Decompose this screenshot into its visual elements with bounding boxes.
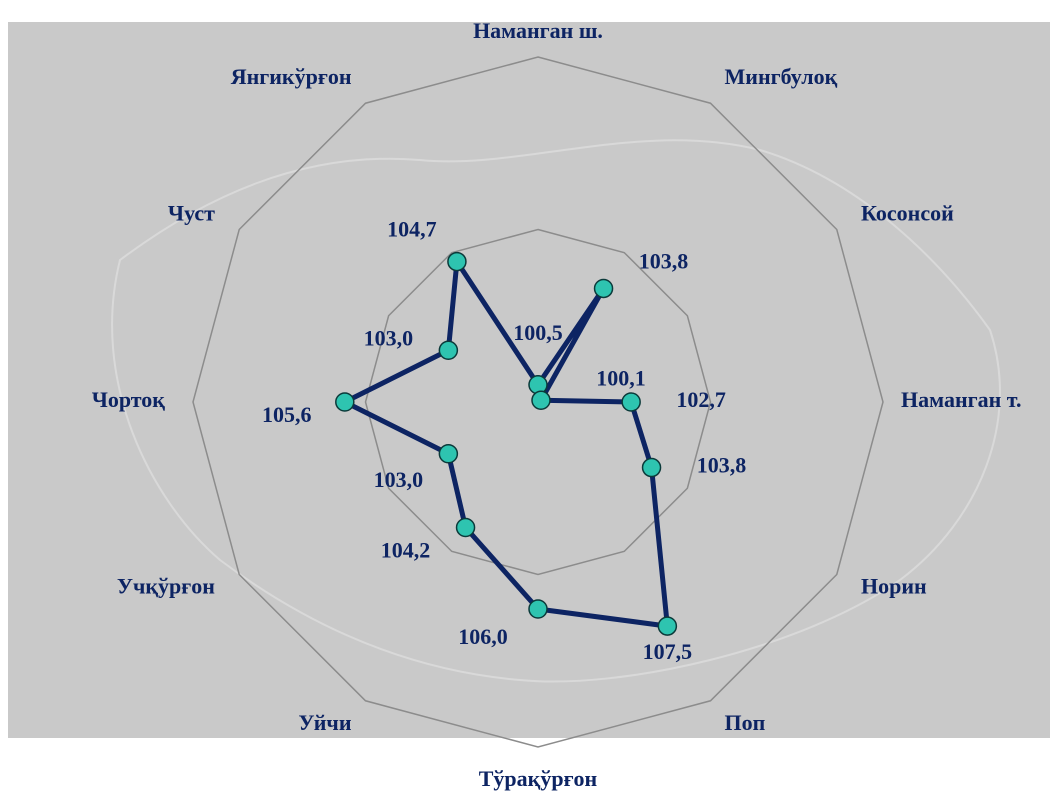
data-label: 107,5 [643,639,693,664]
category-label: Поп [725,710,766,735]
marker [531,390,551,411]
category-label: Наманган т. [901,387,1021,412]
category-label: Тўрақўрғон [479,766,598,791]
category-label: Учқўрғон [117,574,215,599]
marker [657,616,678,636]
data-label: 103,8 [697,453,747,478]
data-label: 100,1 [596,365,646,390]
data-label: 102,7 [676,387,726,412]
data-label: 104,2 [381,538,431,563]
marker [621,392,641,412]
grid-ring [364,228,712,576]
marker [641,457,662,478]
data-label: 106,0 [458,624,508,649]
category-label: Мингбулоқ [725,64,838,89]
data-label: 100,5 [513,320,563,345]
data-label: 103,0 [374,467,424,492]
category-label: Уйчи [298,710,351,735]
category-label: Косонсой [861,201,954,226]
category-label: Чуст [168,201,215,226]
category-label: Чортоқ [92,387,166,412]
data-label: 104,7 [387,217,437,242]
marker [438,340,459,360]
marker [528,599,548,619]
grid-ring [192,56,884,748]
category-label: Янгикўрғон [231,64,352,89]
data-label: 103,0 [364,325,414,350]
plot-background [8,22,1050,738]
marker [455,517,476,538]
marker [335,392,355,412]
data-label: 103,8 [639,249,689,274]
marker [438,444,459,464]
marker [447,251,467,272]
category-label: Наманган ш. [473,18,603,43]
category-label: Норин [861,574,927,599]
marker [593,278,614,299]
data-label: 105,6 [262,402,312,427]
map-outline [111,139,1001,683]
